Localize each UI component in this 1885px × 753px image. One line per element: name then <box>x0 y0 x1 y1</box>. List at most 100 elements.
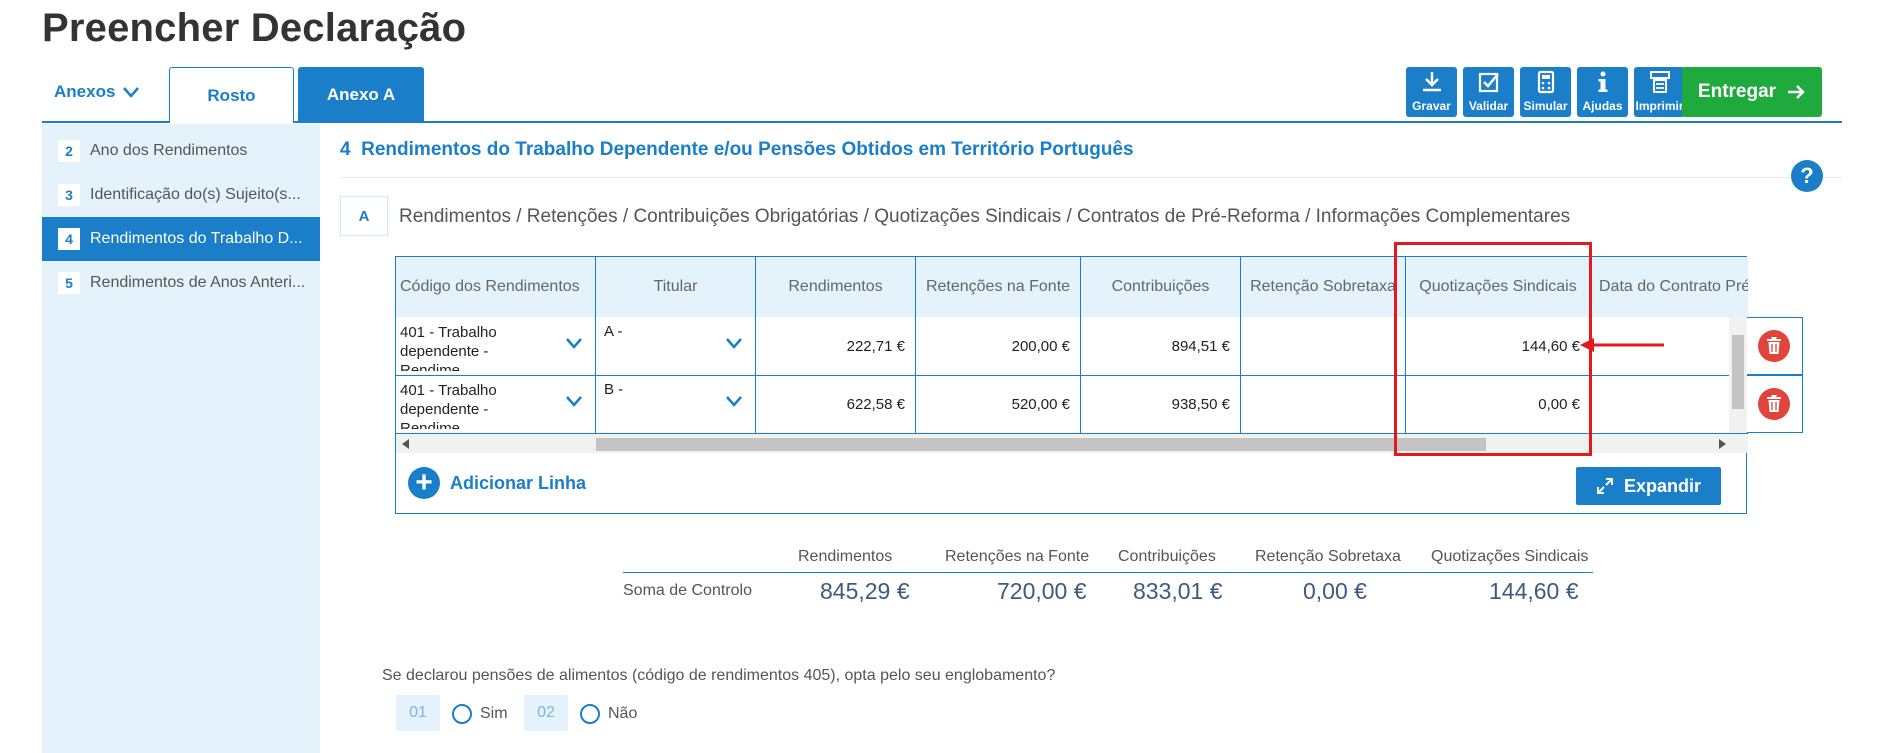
checkbox-icon <box>1478 72 1499 93</box>
gravar-label: Gravar <box>1412 99 1451 113</box>
column-header-quotizacoes: Quotizações Sindicais <box>1406 257 1591 317</box>
titular-select[interactable]: A - <box>596 317 756 375</box>
delete-cell <box>1746 375 1803 433</box>
subsection-title: Rendimentos / Retenções / Contribuições … <box>399 206 1571 227</box>
calculator-icon <box>1537 70 1554 94</box>
validar-button[interactable]: Validar <box>1463 67 1514 117</box>
summary-header-sobretaxa: Retenção Sobretaxa <box>1255 548 1401 565</box>
imprimir-button[interactable]: Imprimir <box>1634 67 1685 117</box>
summary-label: Soma de Controlo <box>623 582 752 599</box>
rendimentos-table: Código dos Rendimentos Titular Rendiment… <box>395 256 1803 514</box>
vertical-scroll-thumb[interactable] <box>1732 335 1744 409</box>
vertical-scrollbar[interactable] <box>1729 317 1747 433</box>
column-header-retencoes: Retenções na Fonte <box>916 257 1081 317</box>
column-header-rendimentos: Rendimentos <box>756 257 916 317</box>
chevron-down-icon[interactable] <box>565 337 583 349</box>
codigo-value: 401 - Trabalho dependente - Rendime... <box>400 324 497 371</box>
delete-row-button[interactable] <box>1758 388 1790 420</box>
chevron-down-icon[interactable] <box>725 337 743 349</box>
horizontal-scrollbar[interactable] <box>396 433 1748 453</box>
data-contrato-input[interactable] <box>1591 375 1729 433</box>
titular-value: A - <box>604 323 623 340</box>
summary-value-sobretaxa: 0,00 € <box>1303 578 1367 604</box>
sidebar: 2 Ano dos Rendimentos 3 Identificação do… <box>42 124 320 753</box>
radio-sim[interactable] <box>452 704 472 724</box>
option-code-01: 01 <box>396 695 440 731</box>
anexos-dropdown[interactable]: Anexos <box>54 82 140 102</box>
entregar-button[interactable]: Entregar <box>1682 67 1822 117</box>
column-header-sobretaxa: Retenção Sobretaxa <box>1241 257 1406 317</box>
page-title: Preencher Declaração <box>42 6 467 50</box>
summary-value-quotizacoes: 144,60 € <box>1489 578 1579 604</box>
simular-button[interactable]: Simular <box>1520 67 1571 117</box>
scroll-left-icon[interactable] <box>402 439 410 449</box>
trash-icon <box>1767 395 1781 412</box>
delete-row-button[interactable] <box>1758 330 1790 362</box>
codigo-value: 401 - Trabalho dependente - Rendime... <box>400 382 497 429</box>
contribuicoes-input[interactable]: 938,50 € <box>1081 375 1241 433</box>
sidebar-item-anos-anteriores[interactable]: 5 Rendimentos de Anos Anteri... <box>42 261 320 305</box>
sidebar-item-rendimentos-trabalho[interactable]: 4 Rendimentos do Trabalho D... <box>42 217 320 261</box>
sidebar-item-ano-rendimentos[interactable]: 2 Ano dos Rendimentos <box>42 129 320 173</box>
contribuicoes-input[interactable]: 894,51 € <box>1081 317 1241 375</box>
section-title-text: Rendimentos do Trabalho Dependente e/ou … <box>361 139 1134 160</box>
sidebar-item-number: 5 <box>58 272 80 294</box>
sidebar-item-identificacao[interactable]: 3 Identificação do(s) Sujeito(s... <box>42 173 320 217</box>
codigo-select[interactable]: 401 - Trabalho dependente - Rendime... <box>396 375 596 433</box>
simular-label: Simular <box>1523 99 1568 113</box>
row-divider <box>396 375 1748 376</box>
entregar-label: Entregar <box>1697 81 1777 102</box>
summary-header-quotizacoes: Quotizações Sindicais <box>1431 548 1589 565</box>
option-code-02: 02 <box>524 695 568 731</box>
sidebar-item-number: 4 <box>58 228 80 250</box>
chevron-down-icon[interactable] <box>565 395 583 407</box>
trash-icon <box>1767 337 1781 354</box>
help-button[interactable]: ? <box>1791 160 1823 192</box>
subsection-badge: A <box>340 196 388 236</box>
anexos-label: Anexos <box>54 82 116 101</box>
sidebar-item-number: 2 <box>58 140 80 162</box>
chevron-down-icon <box>123 87 140 98</box>
sidebar-item-label: Ano dos Rendimentos <box>90 142 248 159</box>
tab-anexo-a[interactable]: Anexo A <box>298 67 424 123</box>
horizontal-scroll-thumb[interactable] <box>596 438 1486 451</box>
rendimentos-input[interactable]: 622,58 € <box>756 375 916 433</box>
add-line-label: Adicionar Linha <box>450 472 587 493</box>
download-icon <box>1422 72 1441 92</box>
plus-icon: + <box>408 467 440 499</box>
summary-value-retencoes: 720,00 € <box>997 578 1087 604</box>
summary-header-rendimentos: Rendimentos <box>798 548 893 565</box>
column-header-titular: Titular <box>596 257 756 317</box>
scroll-right-icon[interactable] <box>1718 439 1726 449</box>
info-icon <box>1598 71 1607 92</box>
titular-select[interactable]: B - <box>596 375 756 433</box>
chevron-down-icon[interactable] <box>725 395 743 407</box>
validar-label: Validar <box>1468 99 1509 113</box>
highlight-box <box>1394 242 1592 456</box>
arrow-right-icon <box>1788 85 1805 99</box>
sidebar-item-label: Rendimentos de Anos Anteri... <box>90 274 306 291</box>
option-label-sim: Sim <box>480 705 508 722</box>
add-line-button[interactable]: + Adicionar Linha <box>408 467 586 499</box>
ajudas-button[interactable]: Ajudas <box>1577 67 1628 117</box>
sobretaxa-input[interactable] <box>1241 375 1406 433</box>
section-divider <box>340 177 1842 178</box>
retencoes-input[interactable]: 520,00 € <box>916 375 1081 433</box>
summary-value-rendimentos: 845,29 € <box>820 578 910 604</box>
column-header-codigo: Código dos Rendimentos <box>396 257 596 317</box>
tab-rosto[interactable]: Rosto <box>169 67 294 123</box>
sidebar-item-number: 3 <box>58 184 80 206</box>
section-title: 4 Rendimentos do Trabalho Dependente e/o… <box>340 139 1134 161</box>
retencoes-input[interactable]: 200,00 € <box>916 317 1081 375</box>
gravar-button[interactable]: Gravar <box>1406 67 1457 117</box>
rendimentos-input[interactable]: 222,71 € <box>756 317 916 375</box>
expandir-button[interactable]: Expandir <box>1576 467 1721 505</box>
summary-header-retencoes: Retenções na Fonte <box>945 548 1090 565</box>
sobretaxa-input[interactable] <box>1241 317 1406 375</box>
codigo-select[interactable]: 401 - Trabalho dependente - Rendime... <box>396 317 596 375</box>
expandir-label: Expandir <box>1623 475 1702 496</box>
ajudas-label: Ajudas <box>1582 99 1623 113</box>
radio-nao[interactable] <box>580 704 600 724</box>
column-header-contribuicoes: Contribuições <box>1081 257 1241 317</box>
section-number: 4 <box>340 139 351 160</box>
